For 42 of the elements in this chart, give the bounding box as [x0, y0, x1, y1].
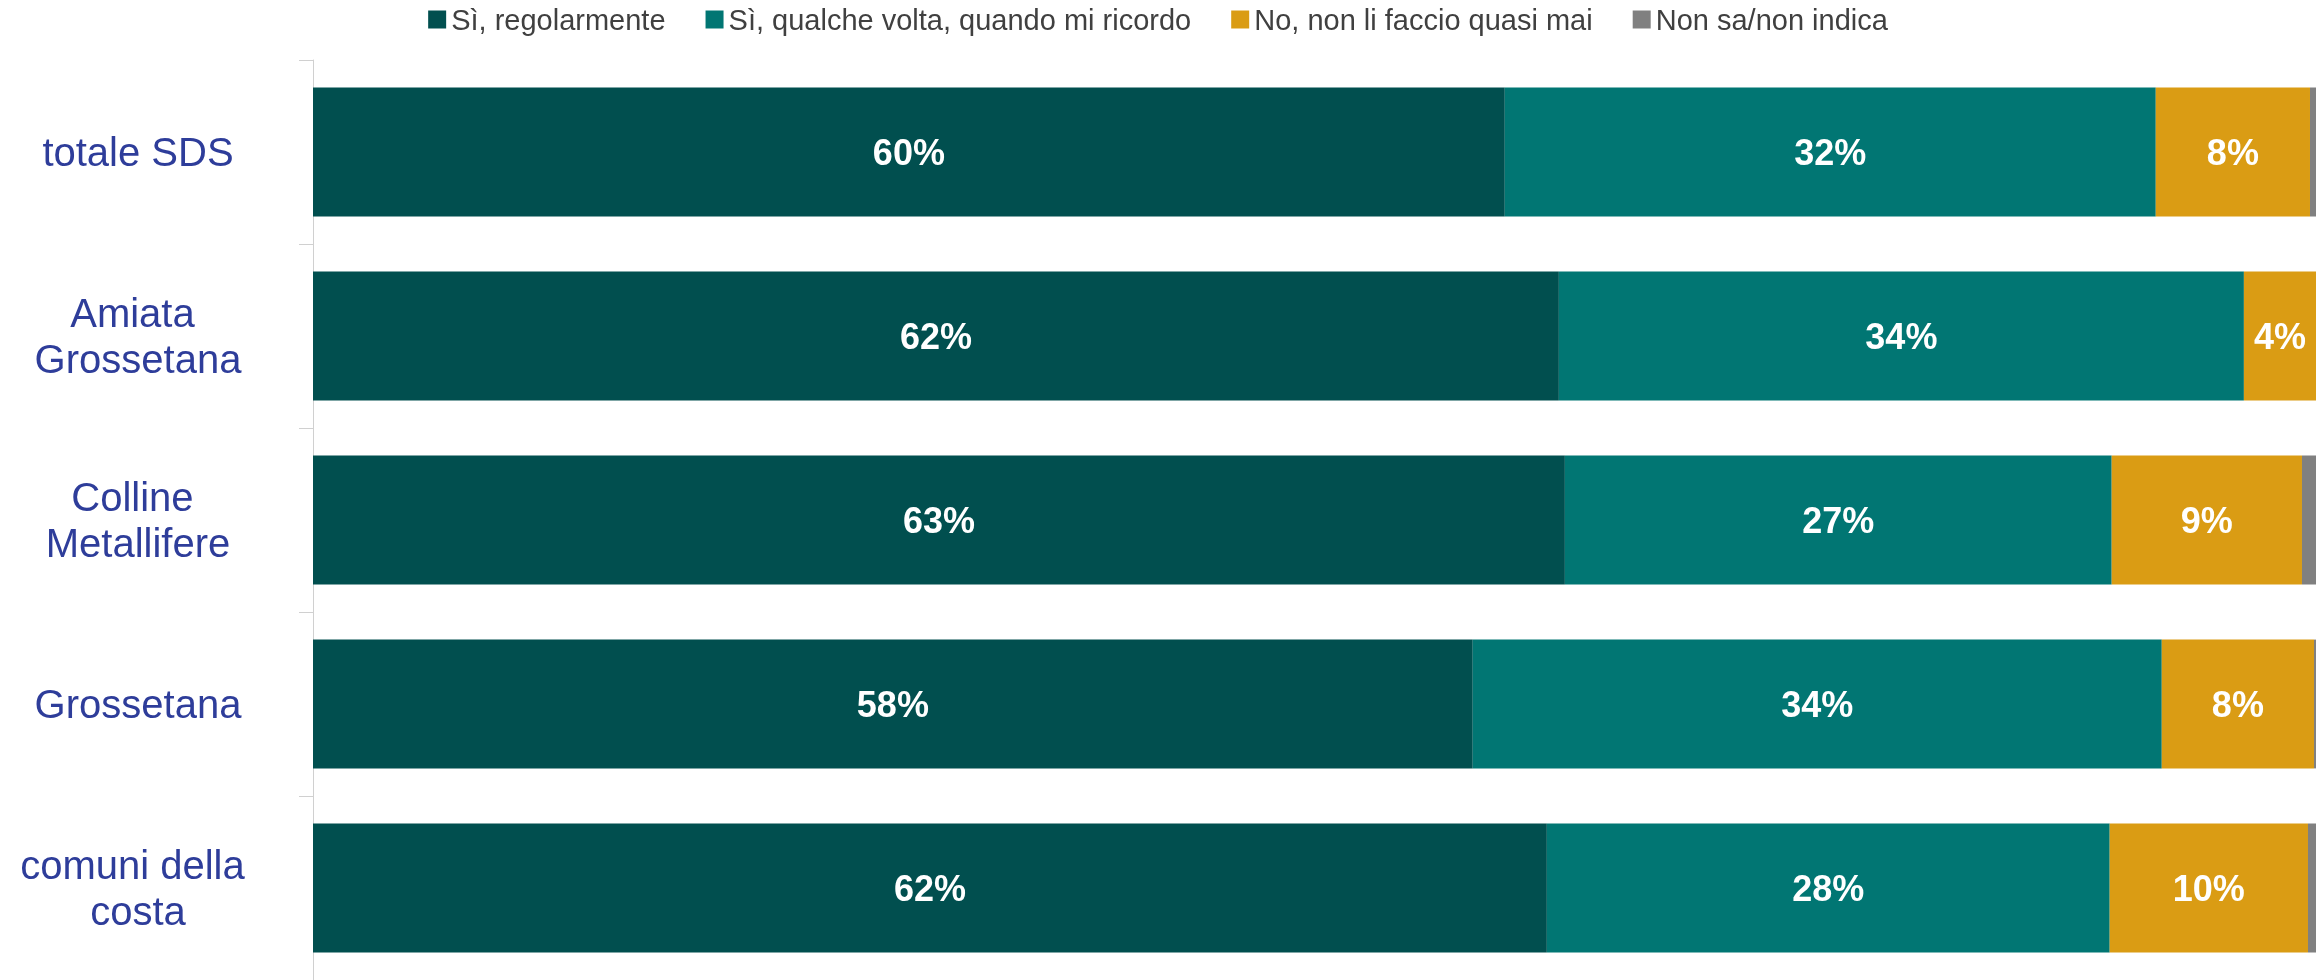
data-label: 63% [902, 499, 975, 541]
data-label: 27% [1802, 499, 1875, 541]
data-label: 62% [893, 867, 966, 909]
data-label: 8% [2211, 683, 2264, 725]
bar [1558, 271, 2244, 401]
bar [313, 639, 1473, 769]
data-label: 32% [1794, 131, 1867, 173]
y-tick-label: Amiata Grossetana [34, 291, 243, 381]
bar [313, 271, 1559, 401]
data-label: 34% [1865, 315, 1938, 357]
data-label: 8% [2206, 131, 2259, 173]
legend-label: Non sa/non indica [1655, 3, 1889, 36]
bar [313, 455, 1565, 585]
bar [1504, 87, 2156, 217]
bar [2307, 823, 2316, 953]
legend-label: Sì, qualche volta, quando mi ricordo [728, 3, 1192, 36]
data-label: 60% [872, 131, 945, 173]
bar [2301, 455, 2316, 585]
y-tick-label: totale SDS [42, 130, 234, 174]
data-label: 10% [2172, 867, 2245, 909]
bar [313, 87, 1505, 217]
data-label: 62% [899, 315, 972, 357]
legend-label: No, non li faccio quasi mai [1254, 3, 1593, 36]
bar [2111, 455, 2302, 585]
bar [1564, 455, 2112, 585]
data-label: 34% [1781, 683, 1854, 725]
data-label: 58% [856, 683, 929, 725]
bar [2155, 87, 2310, 217]
bar [2161, 639, 2314, 769]
data-label: 9% [2180, 499, 2233, 541]
data-label: 4% [2253, 315, 2306, 357]
bar [2109, 823, 2308, 953]
bar [2309, 87, 2316, 217]
y-tick-label: Grossetana [34, 682, 243, 726]
y-tick-label: Colline Metallifere [45, 475, 231, 565]
bar [1546, 823, 2110, 953]
bar [313, 823, 1547, 953]
bar [2243, 271, 2316, 401]
bar [1472, 639, 2162, 769]
data-label: 28% [1792, 867, 1865, 909]
legend-label: Sì, regolarmente [451, 3, 666, 36]
y-tick-label: comuni della costa [20, 843, 256, 933]
